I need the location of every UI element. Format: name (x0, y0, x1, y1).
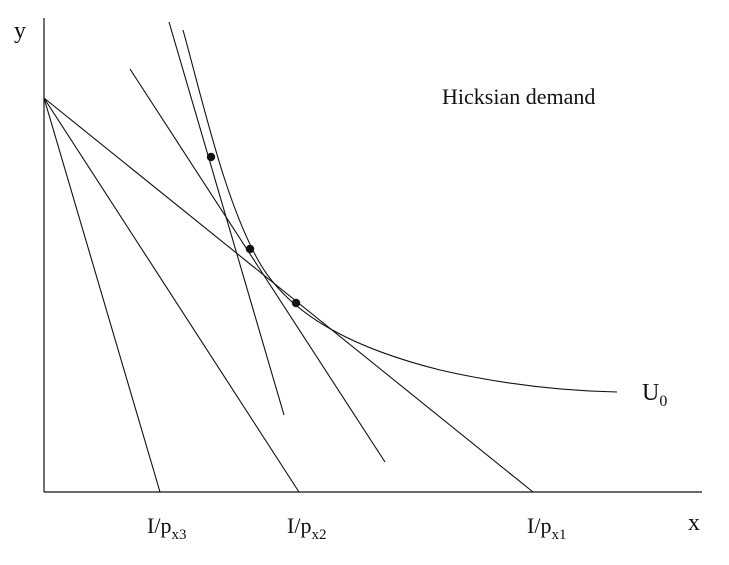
y-axis-label: y (14, 18, 26, 44)
budget-line-2 (43, 97, 300, 493)
budget-line-1 (43, 97, 534, 493)
compensated-line-3 (168, 21, 285, 416)
intercept-label-x3: I/px3 (147, 513, 186, 543)
tangency-point-1 (291, 298, 301, 308)
intercept-x2-main: I/p (287, 513, 311, 538)
intercept-x1-main: I/p (527, 513, 551, 538)
intercept-label-x2: I/px2 (287, 513, 326, 543)
curve-label-sub: 0 (659, 393, 667, 410)
intercept-x3-main: I/p (147, 513, 171, 538)
curve-label-u0: U0 (642, 380, 667, 410)
tangency-point-2 (245, 244, 255, 254)
intercept-label-x1: I/px1 (527, 513, 566, 543)
intercept-x3-sub: x3 (171, 527, 186, 543)
curve-label-main: U (642, 380, 659, 406)
diagram-title: Hicksian demand (442, 84, 595, 109)
intercept-x2-sub: x2 (311, 527, 326, 543)
x-axis-label: x (688, 510, 700, 536)
indifference-curve-u0 (182, 29, 618, 393)
compensated-line-2 (129, 68, 386, 463)
tangency-point-3 (206, 152, 216, 162)
intercept-x1-sub: x1 (551, 527, 566, 543)
budget-line-3 (43, 97, 161, 493)
